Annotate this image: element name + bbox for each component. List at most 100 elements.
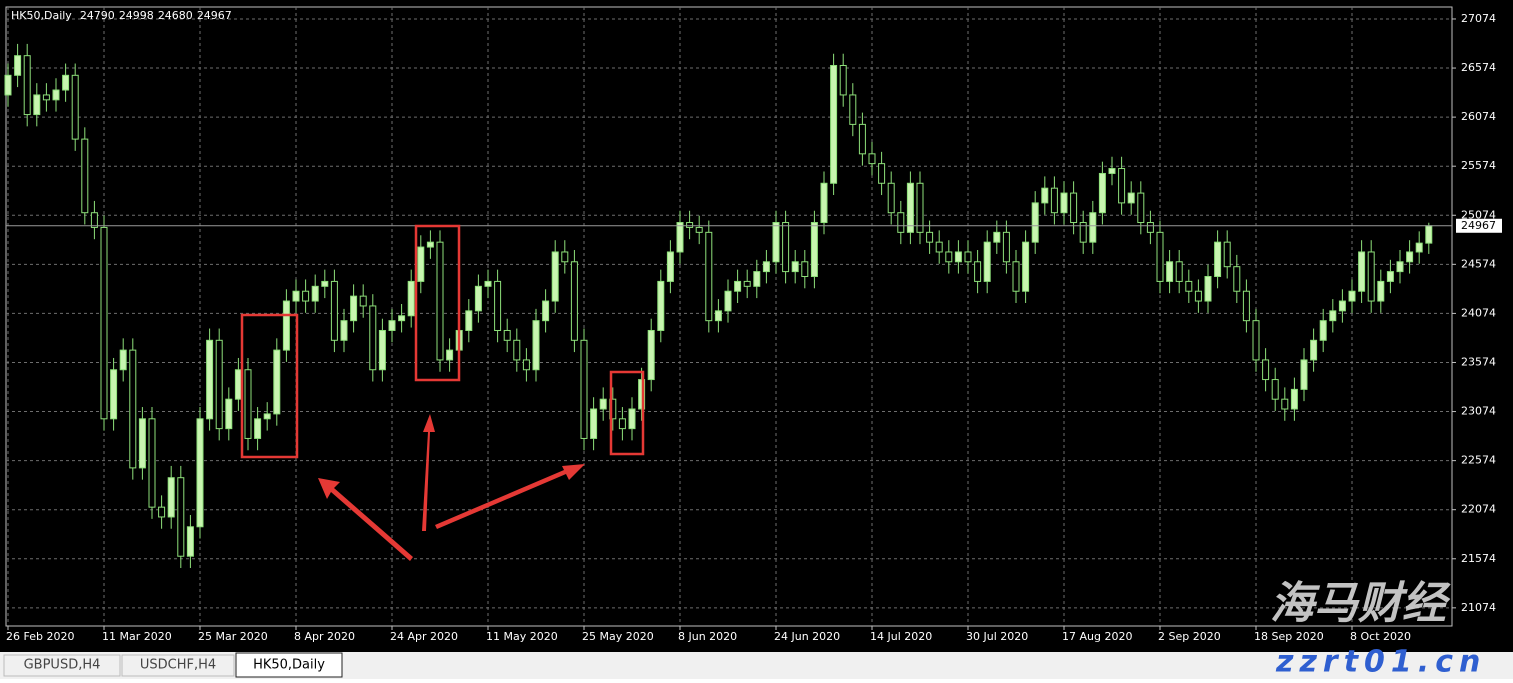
x-tick-label: 11 Mar 2020 bbox=[102, 630, 172, 643]
y-tick-label: 22574 bbox=[1461, 454, 1496, 467]
candle-body bbox=[1338, 300, 1346, 312]
candle-body bbox=[734, 280, 742, 292]
candle-body bbox=[772, 222, 780, 263]
candle-body bbox=[570, 261, 578, 341]
tab[interactable] bbox=[235, 652, 343, 678]
candle-body bbox=[532, 320, 540, 371]
candle-body bbox=[801, 261, 809, 278]
tab[interactable] bbox=[121, 654, 235, 677]
plot-frame bbox=[5, 6, 1453, 627]
candle-body bbox=[897, 212, 905, 233]
candle-body bbox=[743, 280, 751, 287]
x-tick-label: 25 May 2020 bbox=[582, 630, 654, 643]
candle-body bbox=[148, 418, 156, 508]
candle-body bbox=[1252, 320, 1260, 361]
y-tick-label: 26574 bbox=[1461, 61, 1496, 74]
candle-body bbox=[753, 271, 761, 287]
candle-body bbox=[1233, 266, 1241, 292]
candle-body bbox=[945, 251, 953, 263]
candle-body bbox=[52, 89, 60, 101]
candle-body bbox=[282, 300, 290, 351]
candle-body bbox=[551, 251, 559, 302]
candle-body bbox=[388, 320, 396, 331]
symbol: HK50,Daily bbox=[11, 9, 72, 22]
x-tick-label: 24 Jun 2020 bbox=[774, 630, 840, 643]
candle-body bbox=[1358, 251, 1366, 292]
tab-label[interactable]: HK50,Daily bbox=[253, 658, 325, 673]
candle-body bbox=[484, 280, 492, 287]
candle-body bbox=[1204, 276, 1212, 302]
candle-body bbox=[628, 408, 636, 430]
tab-label[interactable]: USDCHF,H4 bbox=[140, 658, 216, 673]
candle-body bbox=[964, 251, 972, 263]
candle-body bbox=[1415, 242, 1423, 253]
candle-body bbox=[446, 349, 454, 361]
y-tick-label: 26074 bbox=[1461, 110, 1496, 123]
candle-body bbox=[878, 163, 886, 184]
candle-body bbox=[1137, 192, 1145, 224]
y-tick-label: 21074 bbox=[1461, 601, 1496, 614]
candle-body bbox=[234, 369, 242, 400]
candle-body bbox=[1223, 241, 1231, 268]
candle-body bbox=[254, 418, 262, 439]
y-tick-label: 23074 bbox=[1461, 405, 1496, 418]
candle-body bbox=[868, 153, 876, 165]
candle-body bbox=[225, 398, 233, 430]
candle-body bbox=[206, 339, 214, 420]
candle-body bbox=[474, 285, 482, 312]
x-tick-label: 8 Jun 2020 bbox=[678, 630, 737, 643]
arrow bbox=[435, 464, 585, 529]
candle-body bbox=[647, 329, 655, 381]
tab-label[interactable]: GBPUSD,H4 bbox=[24, 658, 101, 673]
candle-body bbox=[503, 329, 511, 341]
candle-body bbox=[887, 182, 895, 214]
candle-body bbox=[158, 506, 166, 518]
candle-body bbox=[666, 251, 674, 282]
chart-header: HK50,Daily 24790 24998 24680 24967 bbox=[11, 9, 232, 22]
candle-body bbox=[542, 300, 550, 322]
candle-body bbox=[1089, 212, 1097, 243]
x-tick-label: 8 Oct 2020 bbox=[1350, 630, 1411, 643]
candle-body bbox=[618, 418, 626, 430]
candle-body bbox=[1377, 280, 1385, 302]
candle-body bbox=[513, 339, 521, 361]
candle-body bbox=[1386, 271, 1394, 282]
x-tick-label: 11 May 2020 bbox=[486, 630, 558, 643]
candle-body bbox=[839, 64, 847, 96]
candle-body bbox=[1012, 261, 1020, 292]
candle-body bbox=[81, 138, 89, 214]
candle-body bbox=[638, 379, 646, 410]
candle-body bbox=[522, 359, 530, 371]
candle-body bbox=[42, 94, 50, 101]
x-tick-label: 14 Jul 2020 bbox=[870, 630, 932, 643]
candle-body bbox=[993, 231, 1001, 243]
tab-bar: GBPUSD,H4 USDCHF,H4 HK50,Daily bbox=[0, 652, 1513, 679]
y-tick-label: 27074 bbox=[1461, 12, 1496, 25]
candle-body bbox=[1098, 172, 1106, 214]
header-open: 24790 bbox=[80, 9, 115, 22]
candle-body bbox=[1156, 231, 1164, 282]
tab[interactable] bbox=[3, 654, 121, 677]
candle-body bbox=[686, 222, 694, 228]
candle-body bbox=[1214, 241, 1222, 278]
candle-body bbox=[129, 349, 137, 469]
candle-body bbox=[100, 226, 108, 420]
candle-body bbox=[177, 477, 185, 557]
highlight-boxes bbox=[240, 224, 645, 459]
candle-body bbox=[1319, 320, 1327, 341]
candle-body bbox=[1290, 388, 1298, 410]
candle-body bbox=[1175, 261, 1183, 282]
candle-body bbox=[1262, 359, 1270, 381]
header-high: 24998 bbox=[119, 9, 154, 22]
candle-body bbox=[321, 280, 329, 287]
candle-body bbox=[561, 251, 569, 263]
candle-body bbox=[916, 182, 924, 233]
candle-body bbox=[378, 329, 386, 371]
candle-body bbox=[1406, 251, 1414, 263]
candle-body bbox=[1329, 310, 1337, 322]
candles: 24967 bbox=[4, 43, 1502, 568]
y-tick-label: 24574 bbox=[1461, 257, 1496, 270]
grid: 21074 21574 22074 22574 23074 23574 24074 24574… bbox=[6, 7, 1496, 643]
candle-body bbox=[369, 305, 377, 371]
highlight-box bbox=[414, 224, 461, 382]
